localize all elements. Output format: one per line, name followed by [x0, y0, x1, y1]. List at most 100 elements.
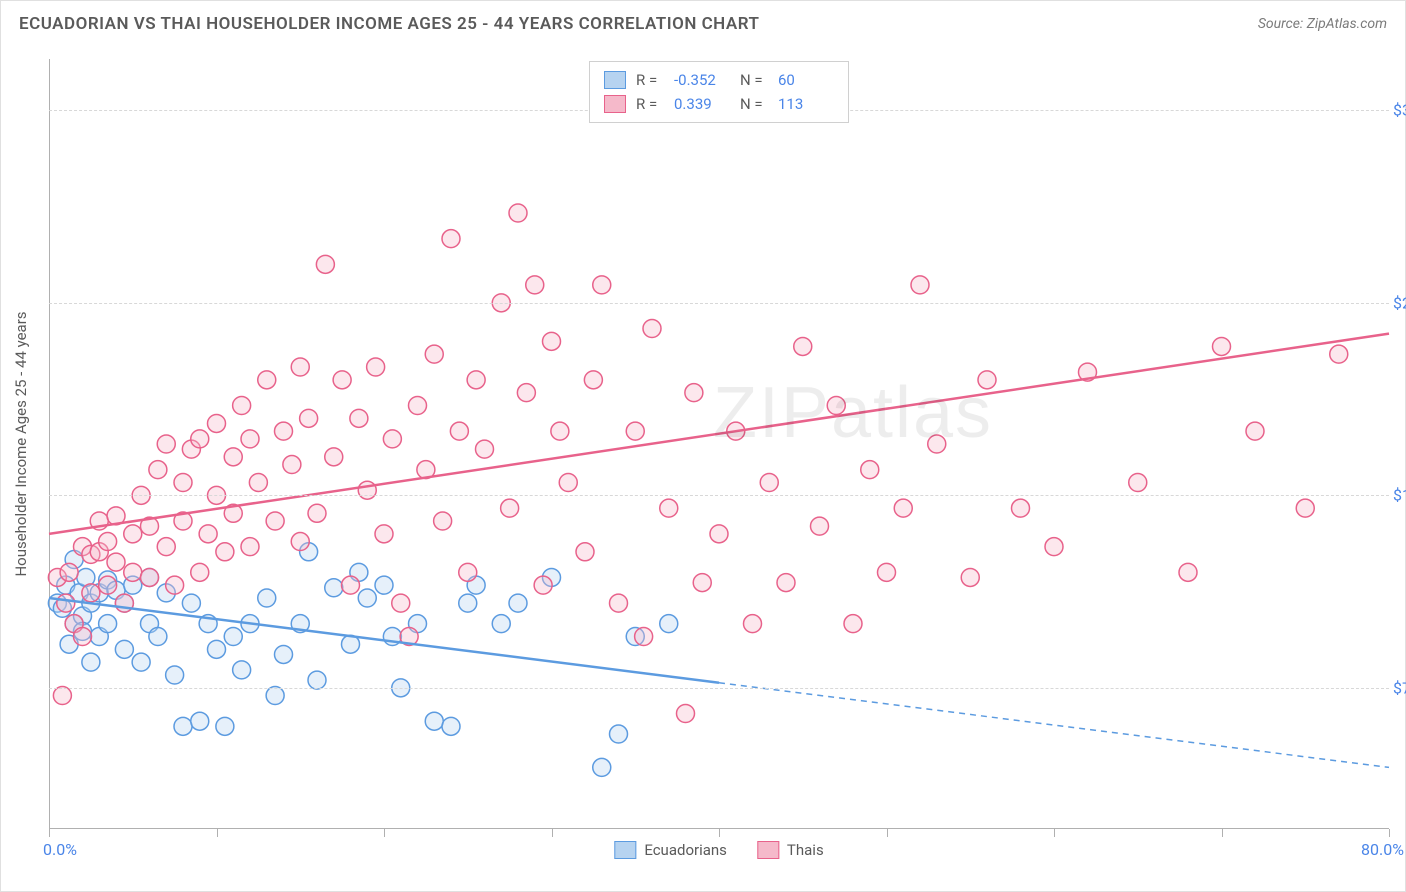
scatter-point [358, 589, 376, 607]
series-legend-item: Ecuadorians [614, 841, 727, 859]
legend-swatch [614, 841, 636, 859]
scatter-point [643, 320, 661, 338]
scatter-point [409, 397, 427, 415]
scatter-point [182, 594, 200, 612]
scatter-point [777, 574, 795, 592]
correlation-legend: R =-0.352N =60R =0.339N =113 [589, 61, 849, 123]
scatter-point [476, 440, 494, 458]
x-tick [887, 829, 888, 837]
scatter-point [99, 576, 117, 594]
y-tick-label: $300,000 [1393, 101, 1406, 120]
scatter-point [124, 525, 142, 543]
scatter-point [82, 653, 100, 671]
grid-line [49, 495, 1389, 496]
scatter-point [166, 576, 184, 594]
chart-source: Source: ZipAtlas.com [1258, 16, 1387, 32]
scatter-point [978, 371, 996, 389]
scatter-point [166, 666, 184, 684]
scatter-point [1296, 499, 1314, 517]
scatter-point [509, 204, 527, 222]
scatter-point [333, 371, 351, 389]
scatter-point [685, 384, 703, 402]
scatter-point [744, 615, 762, 633]
series-legend-item: Thais [757, 841, 824, 859]
scatter-point [450, 422, 468, 440]
chart-container: ECUADORIAN VS THAI HOUSEHOLDER INCOME AG… [0, 0, 1406, 892]
scatter-point [107, 553, 125, 571]
scatter-point [610, 594, 628, 612]
legend-swatch [604, 95, 626, 113]
x-tick [1222, 829, 1223, 837]
trend-line-dashed [719, 683, 1389, 768]
scatter-point [543, 332, 561, 350]
scatter-point [300, 409, 318, 427]
scatter-point [291, 358, 309, 376]
plot-svg [49, 59, 1389, 829]
scatter-point [132, 653, 150, 671]
scatter-point [208, 414, 226, 432]
scatter-point [308, 671, 326, 689]
scatter-point [1213, 337, 1231, 355]
legend-n-label: N = [740, 68, 768, 92]
scatter-point [576, 543, 594, 561]
scatter-point [425, 712, 443, 730]
scatter-point [60, 563, 78, 581]
x-tick [552, 829, 553, 837]
x-tick-label: 0.0% [43, 840, 77, 859]
x-tick [384, 829, 385, 837]
scatter-point [1012, 499, 1030, 517]
legend-r-value: -0.352 [674, 68, 730, 92]
y-tick-label: $150,000 [1393, 486, 1406, 505]
scatter-point [249, 474, 267, 492]
scatter-point [325, 448, 343, 466]
scatter-point [1129, 474, 1147, 492]
scatter-point [517, 384, 535, 402]
scatter-point [811, 517, 829, 535]
x-tick [719, 829, 720, 837]
scatter-point [115, 640, 133, 658]
scatter-point [559, 474, 577, 492]
y-tick-label: $225,000 [1393, 293, 1406, 312]
scatter-point [57, 594, 75, 612]
series-legend-label: Thais [787, 841, 824, 859]
scatter-point [1246, 422, 1264, 440]
y-axis-label: Householder Income Ages 25 - 44 years [12, 311, 30, 576]
scatter-point [501, 499, 519, 517]
scatter-point [149, 461, 167, 479]
x-tick [217, 829, 218, 837]
scatter-point [191, 712, 209, 730]
scatter-point [275, 645, 293, 663]
scatter-point [224, 628, 242, 646]
chart-title: ECUADORIAN VS THAI HOUSEHOLDER INCOME AG… [19, 14, 759, 34]
series-legend-label: Ecuadorians [644, 841, 727, 859]
x-tick-label: 80.0% [1361, 840, 1404, 859]
legend-swatch [757, 841, 779, 859]
legend-r-label: R = [636, 68, 664, 92]
chart-header: ECUADORIAN VS THAI HOUSEHOLDER INCOME AG… [1, 1, 1405, 47]
x-tick [1389, 829, 1390, 837]
scatter-point [928, 435, 946, 453]
scatter-point [275, 422, 293, 440]
scatter-point [425, 345, 443, 363]
scatter-point [710, 525, 728, 543]
legend-n-value: 60 [778, 68, 834, 92]
scatter-point [191, 430, 209, 448]
scatter-point [509, 594, 527, 612]
scatter-point [174, 474, 192, 492]
plot-area: Householder Income Ages 25 - 44 years ZI… [49, 59, 1389, 829]
scatter-point [827, 397, 845, 415]
scatter-point [1179, 563, 1197, 581]
scatter-point [878, 563, 896, 581]
scatter-point [316, 255, 334, 273]
scatter-point [241, 538, 259, 556]
scatter-point [534, 576, 552, 594]
scatter-point [551, 422, 569, 440]
scatter-point [794, 337, 812, 355]
scatter-point [350, 409, 368, 427]
scatter-point [367, 358, 385, 376]
scatter-point [392, 594, 410, 612]
scatter-point [266, 512, 284, 530]
scatter-point [258, 371, 276, 389]
scatter-point [74, 628, 92, 646]
scatter-point [693, 574, 711, 592]
